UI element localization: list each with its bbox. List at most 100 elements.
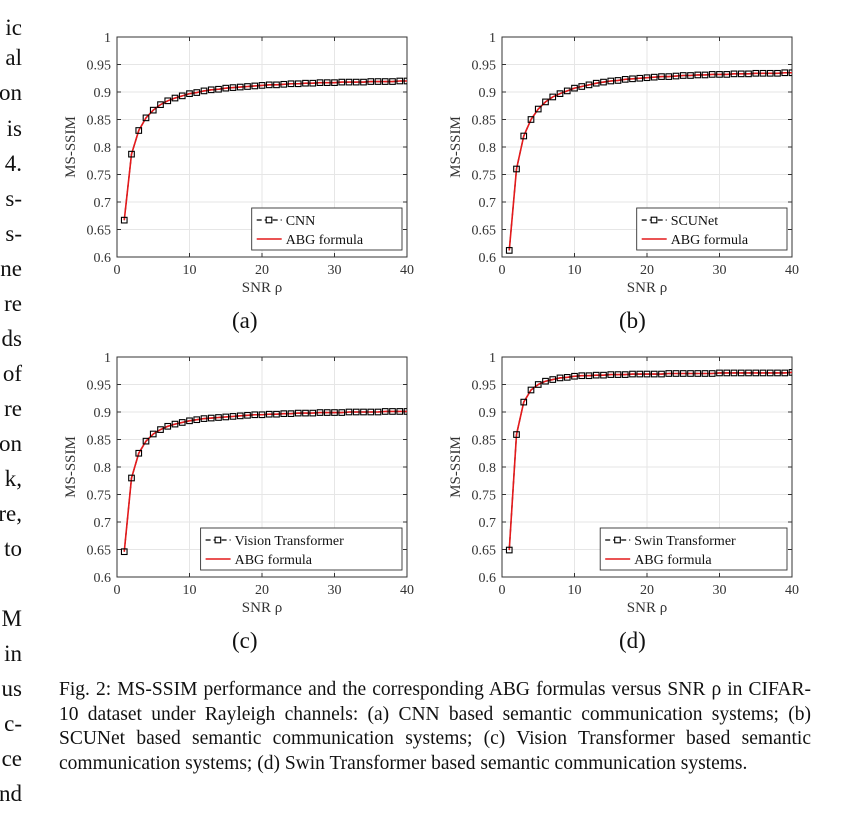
y-axis-label: MS-SSIM xyxy=(63,436,79,498)
legend-box xyxy=(636,207,788,251)
y-tick-label: 0.6 xyxy=(479,571,497,586)
left-fragment: 4. xyxy=(4,151,22,176)
data-point-marker xyxy=(701,71,709,79)
y-tick-label: 1 xyxy=(104,31,111,46)
data-point-marker xyxy=(592,371,600,379)
panel-label-d: (d) xyxy=(619,628,646,653)
data-point-marker xyxy=(658,73,665,80)
data-point-marker xyxy=(650,73,658,81)
y-tick-label: 1 xyxy=(489,351,496,366)
series-line-abg-formula xyxy=(508,371,792,551)
data-point-marker xyxy=(309,79,317,87)
data-point-marker xyxy=(323,79,331,86)
data-point-marker xyxy=(687,72,694,79)
data-point-marker xyxy=(701,370,709,377)
data-point-marker xyxy=(229,413,237,420)
y-tick-label: 1 xyxy=(489,31,496,46)
data-point-marker xyxy=(265,81,273,89)
data-point-marker xyxy=(331,79,338,86)
left-fragment: M xyxy=(1,606,22,631)
data-point-marker xyxy=(120,548,128,556)
data-point-marker xyxy=(389,78,396,85)
data-point-marker xyxy=(396,77,404,85)
data-point-marker xyxy=(745,70,752,78)
data-point-marker xyxy=(200,415,208,422)
data-point-marker xyxy=(585,81,593,89)
legend-key-marker xyxy=(650,216,658,224)
data-point-marker xyxy=(178,419,186,426)
data-point-marker xyxy=(542,377,549,385)
chart-svg: 0 10 20 30 40 0.6 0.65 0.7 0.75 0.8 0.85 0.9 0.95 1 SN… xyxy=(63,351,414,616)
data-point-marker xyxy=(135,449,143,457)
series-line-abg-formula xyxy=(123,410,407,552)
legend: SCUNet ABG formula xyxy=(636,207,788,251)
data-point-marker xyxy=(273,81,280,89)
figure-caption: Fig. 2: MS-SSIM performance and the corr… xyxy=(59,679,811,774)
data-point-marker xyxy=(563,87,571,95)
left-fragment: re xyxy=(4,396,22,421)
data-point-marker xyxy=(607,77,615,85)
data-point-marker xyxy=(549,93,557,101)
data-point-marker xyxy=(367,408,375,416)
y-tick-label: 0.95 xyxy=(472,59,497,74)
x-axis-label: SNR ρ xyxy=(242,600,282,616)
data-point-marker xyxy=(679,72,687,79)
data-point-marker xyxy=(752,369,760,377)
data-point-marker xyxy=(745,369,752,377)
data-point-marker xyxy=(708,71,716,78)
data-point-marker xyxy=(774,69,781,77)
legend-label: Swin Transformer xyxy=(634,534,736,549)
y-tick-label: 0.6 xyxy=(479,251,497,266)
data-point-marker xyxy=(527,386,535,394)
data-point-marker xyxy=(164,97,172,105)
data-point-marker xyxy=(273,410,280,418)
y-tick-label: 0.75 xyxy=(472,489,497,504)
data-point-marker xyxy=(345,78,353,86)
data-point-marker xyxy=(578,372,586,380)
data-point-marker xyxy=(374,408,382,416)
y-tick-label: 0.65 xyxy=(87,544,112,559)
data-point-marker xyxy=(367,78,375,85)
data-point-marker xyxy=(752,69,760,77)
chart-svg: 0 10 20 30 40 0.6 0.65 0.7 0.75 0.8 0.85 0.9 0.95 1 SN… xyxy=(448,351,799,616)
x-tick-label: 10 xyxy=(568,263,582,278)
panel-label-b: (b) xyxy=(619,308,646,333)
left-fragment: re, xyxy=(0,501,22,526)
y-tick-label: 0.85 xyxy=(87,434,112,449)
y-tick-label: 0.9 xyxy=(479,406,497,421)
x-tick-label: 0 xyxy=(499,583,506,598)
data-point-marker xyxy=(687,370,694,377)
legend: Swin Transformer ABG formula xyxy=(599,527,788,571)
y-tick-label: 0.85 xyxy=(87,114,112,129)
y-tick-label: 0.7 xyxy=(94,196,112,211)
data-point-marker xyxy=(294,80,302,88)
y-tick-label: 0.7 xyxy=(479,516,497,531)
y-tick-label: 0.95 xyxy=(87,379,112,394)
data-point-marker xyxy=(128,474,135,482)
data-point-marker xyxy=(128,150,135,158)
x-tick-label: 0 xyxy=(114,263,121,278)
data-point-marker xyxy=(338,409,346,416)
y-tick-label: 0.9 xyxy=(94,406,112,421)
data-point-marker xyxy=(258,82,266,89)
left-fragment: s- xyxy=(5,186,22,211)
data-point-marker xyxy=(222,413,230,421)
data-point-marker xyxy=(585,372,593,380)
y-tick-label: 0.8 xyxy=(94,141,112,156)
data-point-marker xyxy=(186,90,193,97)
legend-key-marker xyxy=(214,536,222,544)
data-point-marker xyxy=(774,369,781,377)
data-point-marker xyxy=(600,78,607,86)
chart-panel-d: 0 10 20 30 40 0.6 0.65 0.7 0.75 0.8 0.85 0.9 0.95 1 SN… xyxy=(445,350,805,625)
x-axis-label: SNR ρ xyxy=(627,600,667,616)
data-point-marker xyxy=(513,431,520,438)
data-point-marker xyxy=(302,79,309,87)
data-point-marker xyxy=(505,546,513,554)
y-tick-label: 0.75 xyxy=(87,489,112,504)
data-point-marker xyxy=(142,114,150,122)
data-point-marker xyxy=(788,69,792,77)
data-point-marker xyxy=(251,411,259,419)
data-point-marker xyxy=(592,79,600,87)
legend-label: ABG formula xyxy=(634,553,712,568)
